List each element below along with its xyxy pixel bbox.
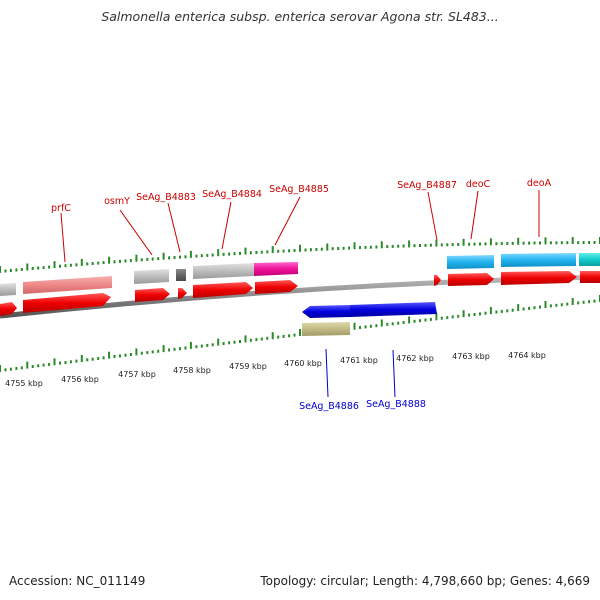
scale-label: 4761 kbp (340, 356, 378, 365)
lower-tick-ring (0, 295, 600, 372)
cds-arrow-forward[interactable] (193, 282, 253, 298)
cds-arrow-forward[interactable] (23, 293, 111, 313)
gene-label-seag-b4887[interactable]: SeAg_B4887 (397, 180, 457, 191)
scale-label: 4757 kbp (118, 370, 156, 379)
scale-label: 4762 kbp (396, 354, 434, 363)
gene-bar-seag-b4885[interactable] (254, 262, 298, 276)
reverse-cds-track (302, 302, 437, 318)
forward-gene-labels: prfC osmY SeAg_B4883 SeAg_B4884 SeAg_B48… (51, 178, 552, 214)
gene-label-osmy[interactable]: osmY (104, 196, 130, 207)
cds-arrow-forward[interactable] (0, 302, 17, 316)
cds-arrow-forward[interactable] (580, 271, 600, 283)
cds-arrow-reverse[interactable] (302, 305, 350, 318)
scale-label: 4758 kbp (173, 366, 211, 375)
gene-label-deoc[interactable]: deoC (466, 179, 491, 190)
cds-arrow-forward[interactable] (448, 273, 494, 286)
reverse-gene-labels: SeAg_B4886 SeAg_B4888 (299, 399, 426, 412)
gene-bar-deoa[interactable] (501, 253, 576, 267)
gene-bar[interactable] (579, 253, 600, 266)
scale-label: 4763 kbp (452, 352, 490, 361)
reverse-label-leaders (325, 348, 396, 398)
scale-labels: 4755 kbp 4756 kbp 4757 kbp 4758 kbp 4759… (5, 351, 546, 388)
cds-arrow-forward[interactable] (434, 275, 441, 286)
gene-label-prfc[interactable]: prfC (51, 203, 71, 214)
scale-label: 4755 kbp (5, 379, 43, 388)
scale-label: 4756 kbp (61, 375, 99, 384)
gene-label-seag-b4888[interactable]: SeAg_B4888 (366, 399, 426, 410)
cds-arrow-forward[interactable] (255, 280, 298, 294)
gene-bar[interactable] (0, 283, 16, 296)
gene-bar-seag-b4884[interactable] (193, 263, 254, 279)
cds-arrow-reverse[interactable] (350, 302, 437, 317)
gene-label-seag-b4884[interactable]: SeAg_B4884 (202, 189, 262, 200)
upper-tick-ring (0, 237, 600, 273)
gene-bar-deoc[interactable] (447, 255, 494, 269)
cds-arrow-forward[interactable] (178, 288, 187, 299)
gene-bar-osmy[interactable] (134, 269, 169, 284)
gene-bar-prfc[interactable] (23, 276, 112, 294)
gene-label-seag-b4885[interactable]: SeAg_B4885 (269, 184, 329, 195)
gene-label-seag-b4886[interactable]: SeAg_B4886 (299, 401, 359, 412)
gene-bar-seag-b4883[interactable] (176, 269, 186, 281)
map-title: Salmonella enterica subsp. enterica sero… (101, 9, 499, 24)
gene-label-seag-b4883[interactable]: SeAg_B4883 (136, 192, 196, 203)
cds-arrow-forward[interactable] (501, 271, 577, 285)
forward-label-leaders (60, 190, 540, 263)
accession-text: Accession: NC_011149 (9, 574, 146, 588)
gene-track (0, 253, 600, 296)
scale-label: 4764 kbp (508, 351, 546, 360)
gene-bar-reverse[interactable] (302, 322, 350, 336)
scale-label: 4760 kbp (284, 359, 322, 368)
gene-label-deoa[interactable]: deoA (527, 178, 552, 189)
forward-cds-track (0, 271, 600, 316)
cds-arrow-forward[interactable] (135, 288, 170, 302)
genome-summary-text: Topology: circular; Length: 4,798,660 bp… (260, 574, 590, 588)
scale-label: 4759 kbp (229, 362, 267, 371)
